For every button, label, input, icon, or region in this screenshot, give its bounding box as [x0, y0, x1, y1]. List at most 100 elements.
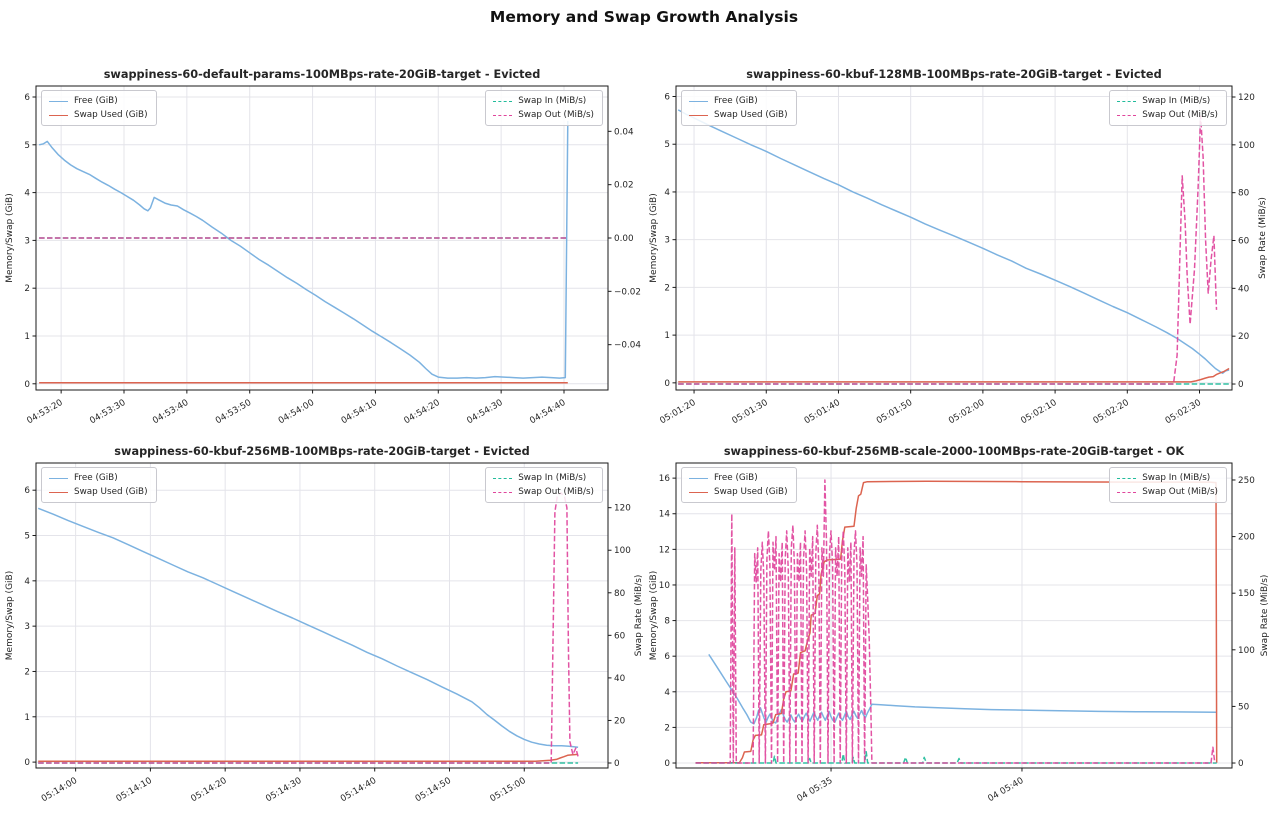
- x-tick-label: 05:01:50: [875, 398, 915, 424]
- y-tick-label-left: 12: [659, 545, 670, 555]
- y-axis-right: 0 20 40 60 80 100 120 Swap Rate (MiB/s): [1232, 93, 1268, 390]
- legend-memory: Free (GiB) Swap Used (GiB): [681, 467, 797, 504]
- x-tick-label: 05:14:40: [339, 776, 379, 805]
- legend-item: Swap Used (GiB): [689, 108, 788, 122]
- x-tick-label: 04:53:40: [151, 398, 191, 424]
- series-free-line: [37, 507, 579, 748]
- y-axis-right-label: Swap Rate (MiB/s): [1258, 197, 1268, 279]
- y-axis-right: 0 50 100 150 200 250 Swap Rate (MiB/s): [1232, 476, 1270, 769]
- legend-label: Free (GiB): [714, 473, 758, 483]
- legend-label: Swap In (MiB/s): [1142, 96, 1211, 106]
- y-tick-label-right: 120: [614, 504, 631, 514]
- x-tick-label: 04:53:20: [25, 398, 65, 424]
- y-tick-label-right: 200: [1238, 533, 1255, 543]
- y-tick-label-right: 80: [1238, 189, 1250, 199]
- chart-1: 04:53:20 04:53:30 04:53:40 04:53:50 04:54:00…: [0, 60, 644, 424]
- y-tick-label-left: 8: [664, 617, 670, 627]
- legend-rate: Swap In (MiB/s) Swap Out (MiB/s): [1109, 467, 1227, 504]
- y-tick-label-right: 0: [614, 759, 620, 769]
- y-axis-right-label: Swap Rate (MiB/s): [634, 575, 644, 657]
- legend-item: Swap In (MiB/s): [493, 94, 594, 108]
- y-tick-label-left: 2: [664, 723, 670, 733]
- swap-out-line-icon: [493, 491, 513, 493]
- y-tick-label-left: 4: [24, 577, 30, 587]
- y-axis-left-label: Memory/Swap (GiB): [5, 571, 15, 660]
- legend-item: Swap Out (MiB/s): [493, 485, 594, 499]
- grid-lines: [676, 86, 1232, 390]
- y-tick-label-left: 2: [24, 284, 30, 294]
- legend-item: Swap Out (MiB/s): [1117, 108, 1218, 122]
- y-axis-left-label: Memory/Swap (GiB): [649, 571, 659, 660]
- y-tick-label-right: 50: [1238, 702, 1250, 712]
- chart-1-canvas: 04:53:20 04:53:30 04:53:40 04:53:50 04:54:00…: [5, 68, 641, 424]
- y-axis-left: 0 2 4 6 8 10 12 14 16 Memory/Swap (GiB): [649, 474, 676, 769]
- y-axis-right: 0.040.020.00−0.02−0.04Swap Rate (MiB/s): [608, 127, 641, 351]
- swap-in-line-icon: [493, 100, 513, 102]
- y-tick-label-right: 100: [1238, 141, 1255, 151]
- legend-label: Swap Out (MiB/s): [518, 110, 594, 121]
- legend-item: Free (GiB): [689, 94, 788, 108]
- chart-3-canvas: 05:14:00 05:14:10 05:14:20 05:14:30 05:14:40…: [5, 445, 644, 804]
- y-axis-right: 0 20 40 60 80 100 120 Swap Rate (MiB/s): [608, 504, 644, 769]
- y-tick-label-left: 3: [664, 236, 670, 246]
- y-tick-label-left: 5: [664, 140, 670, 150]
- swap-in-line-icon: [1117, 477, 1137, 479]
- y-tick-label-right: −0.04: [614, 341, 641, 351]
- series-free-line: [677, 109, 1230, 375]
- x-axis: 05:01:20 05:01:30 05:01:40 05:01:50 05:02:00…: [658, 390, 1203, 424]
- swap-out-line-icon: [493, 114, 513, 116]
- y-tick-label-left: 3: [24, 622, 30, 632]
- y-tick-label-right: 0: [1238, 380, 1244, 390]
- y-tick-label-left: 0: [664, 379, 670, 389]
- y-tick-label-left: 0: [24, 380, 30, 390]
- y-tick-label-right: 20: [614, 716, 626, 726]
- legend-item: Swap In (MiB/s): [493, 471, 594, 485]
- x-tick-label: 05:15:00: [489, 776, 529, 805]
- y-axis-left-label: Memory/Swap (GiB): [5, 193, 15, 282]
- legend-label: Free (GiB): [74, 96, 118, 106]
- x-tick-label: 04:53:50: [214, 398, 254, 424]
- y-tick-label-left: 6: [664, 92, 670, 102]
- swap-in-line-icon: [493, 477, 513, 479]
- plot-area: [35, 462, 609, 769]
- series-free-line: [38, 120, 569, 379]
- legend-label: Swap In (MiB/s): [1142, 473, 1211, 483]
- y-tick-label-left: 2: [24, 667, 30, 677]
- x-tick-label: 04:54:30: [465, 398, 505, 424]
- legend-item: Swap Out (MiB/s): [1117, 485, 1218, 499]
- y-tick-label-left: 4: [664, 688, 670, 698]
- y-tick-label-left: 10: [659, 581, 671, 591]
- legend-item: Swap Used (GiB): [49, 485, 148, 499]
- y-tick-label-right: 60: [614, 631, 626, 641]
- x-tick-label: 04 05:35: [795, 776, 834, 804]
- y-axis-left: 0 1 2 3 4 5 6 Memory/Swap (GiB): [5, 486, 36, 768]
- legend-label: Swap Out (MiB/s): [518, 487, 594, 498]
- x-tick-label: 04:54:00: [277, 398, 317, 424]
- x-tick-label: 05:14:50: [414, 776, 454, 805]
- series-swap-used-line: [695, 480, 1218, 764]
- legend-label: Swap Used (GiB): [74, 110, 148, 121]
- y-tick-label-left: 2: [664, 283, 670, 293]
- series-swap-used-line: [38, 753, 579, 762]
- legend-label: Free (GiB): [714, 96, 758, 106]
- x-tick-label: 05:14:30: [264, 776, 304, 805]
- series-group: [677, 109, 1230, 385]
- series-swap-used-line: [678, 367, 1230, 383]
- y-tick-label-right: 40: [1238, 284, 1250, 294]
- chart-title: swappiness-60-kbuf-128MB-100MBps-rate-20…: [746, 68, 1161, 81]
- y-tick-label-right: 0: [1238, 759, 1244, 769]
- x-tick-label: 05:01:30: [731, 398, 771, 424]
- y-axis-left-label: Memory/Swap (GiB): [649, 193, 659, 282]
- x-tick-label: 05:14:00: [40, 776, 80, 805]
- x-axis: 05:14:00 05:14:10 05:14:20 05:14:30 05:14:40…: [40, 768, 528, 804]
- legend-item: Swap Used (GiB): [689, 485, 788, 499]
- figure-title: Memory and Swap Growth Analysis: [489, 8, 799, 26]
- legend-memory: Free (GiB) Swap Used (GiB): [41, 467, 157, 504]
- swap-used-line-icon: [689, 491, 708, 493]
- series-swap-out-line: [678, 115, 1218, 385]
- x-tick-label: 05:02:20: [1092, 398, 1132, 424]
- y-tick-label-left: 1: [664, 331, 670, 341]
- plot-area: [675, 85, 1233, 391]
- y-tick-label-right: 0.00: [614, 234, 634, 244]
